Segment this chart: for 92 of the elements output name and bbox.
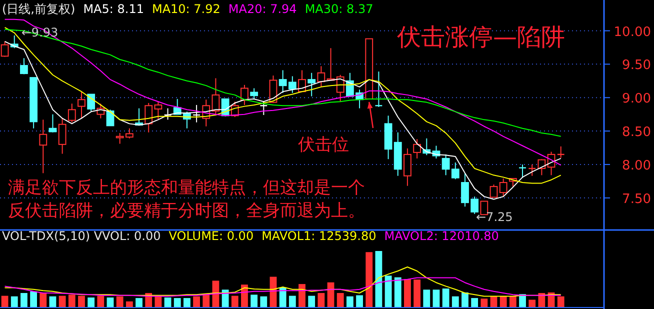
bar	[366, 252, 373, 307]
candlestick	[317, 66, 326, 88]
text: MA30: 8.37	[304, 2, 374, 16]
text: MA5: 8.11	[83, 2, 144, 16]
bar	[528, 300, 536, 307]
bar	[164, 297, 172, 307]
candlestick	[78, 91, 86, 119]
bar	[519, 294, 526, 307]
text: MA20: 7.94	[228, 2, 297, 16]
bar	[327, 282, 334, 307]
bar	[260, 296, 268, 307]
bar	[193, 296, 200, 307]
bar	[375, 251, 382, 307]
text: MA10: 7.92	[152, 2, 220, 16]
bar	[106, 297, 114, 307]
y-tick-label: 9.00	[622, 92, 651, 107]
bar	[40, 293, 47, 307]
candlestick	[490, 184, 498, 198]
bar	[49, 296, 56, 307]
annotation: 伏击涨停—陷阱	[397, 23, 565, 51]
candlestick	[39, 119, 48, 174]
y-tick-label: 9.50	[622, 58, 651, 74]
annotation: 满足欲下反上的形态和量能特点，但这却是一个	[8, 178, 365, 198]
candlestick	[0, 40, 9, 58]
chart-title: VOL-TDX(5,10) VVOL: 0.00	[2, 229, 161, 243]
bar	[432, 290, 440, 307]
bar	[30, 291, 38, 307]
candlestick	[87, 94, 96, 112]
bar	[202, 294, 210, 307]
candlestick	[68, 103, 76, 123]
bar	[10, 296, 18, 307]
bar	[126, 301, 133, 307]
bar	[250, 294, 258, 307]
bar	[394, 277, 402, 307]
candlestick	[308, 72, 316, 97]
chart-title: (日线,前复权)	[2, 2, 76, 16]
bar	[471, 298, 478, 307]
bar	[346, 296, 354, 307]
bar	[462, 292, 468, 307]
bar	[58, 296, 66, 307]
y-tick-label: 10.00	[614, 24, 651, 40]
chart-subtitle: VOLUME: 0.00	[168, 229, 254, 243]
bar	[356, 295, 363, 307]
bar	[88, 297, 95, 307]
candlestick	[250, 88, 258, 100]
bar	[404, 279, 411, 307]
bar	[538, 293, 546, 307]
bar	[318, 293, 325, 307]
bar	[414, 280, 420, 307]
bar	[452, 296, 459, 307]
bar	[184, 298, 190, 307]
bar	[279, 287, 286, 307]
candlestick	[48, 114, 57, 133]
y-tick-label: 7.50	[622, 192, 651, 207]
bar	[231, 296, 238, 307]
bar	[136, 298, 142, 307]
bar	[480, 298, 488, 307]
bar	[1, 296, 8, 307]
bar	[288, 296, 296, 307]
bar	[336, 293, 344, 307]
bar	[308, 296, 316, 307]
bar	[557, 296, 564, 307]
y-tick-label: 8.00	[622, 158, 651, 174]
candlestick	[20, 58, 28, 75]
bar	[174, 298, 181, 307]
candlestick	[212, 78, 220, 116]
annotation: 反伏击陷阱，必要精于分时图，全身而退为上。	[8, 201, 365, 221]
bar	[78, 296, 85, 307]
bar	[442, 288, 450, 307]
bar	[222, 290, 229, 307]
candlestick	[404, 148, 412, 186]
bar	[97, 296, 104, 307]
bar	[423, 290, 430, 307]
bar	[509, 296, 516, 307]
y-tick-label: 8.50	[622, 125, 651, 140]
bar	[490, 296, 498, 307]
candlestick	[499, 178, 508, 198]
candlestick	[413, 138, 421, 159]
text: MAVOL1: 12539.80	[262, 229, 376, 243]
bar	[384, 276, 392, 307]
bar	[116, 296, 124, 307]
annotation: 伏击位	[298, 135, 349, 155]
bar	[154, 296, 162, 307]
candlestick	[58, 118, 66, 154]
annotation: ←7.25	[476, 210, 513, 224]
bar	[500, 296, 507, 307]
bar	[298, 284, 306, 307]
candlestick	[538, 158, 546, 176]
text: MAVOL2: 12010.80	[384, 229, 499, 243]
candlestick	[518, 164, 527, 178]
bar	[68, 294, 76, 307]
bar	[20, 293, 28, 307]
